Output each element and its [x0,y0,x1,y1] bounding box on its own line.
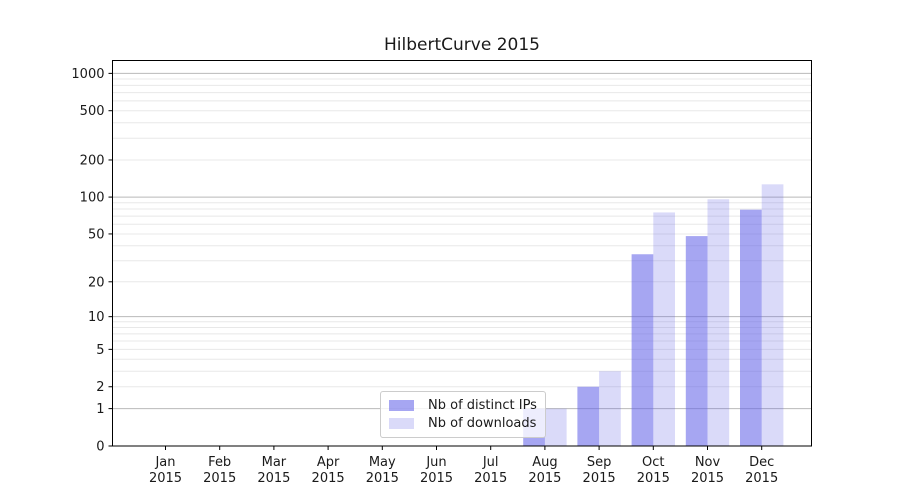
bar-oct-downloads [653,212,675,446]
legend-item-downloads: Nb of downloads [389,416,537,431]
bar-aug-downloads [544,408,567,446]
legend-swatch-downloads [389,418,414,429]
x-tick-label-month: Jan [154,455,175,470]
x-tick-label-year: 2015 [474,471,507,486]
chart-title: HilbertCurve 2015 [384,35,540,55]
x-tick-label-year: 2015 [149,471,182,486]
legend-label-downloads: Nb of downloads [428,416,537,431]
x-tick-label-year: 2015 [203,471,236,486]
bar-nov-downloads [707,199,730,446]
legend: Nb of distinct IPs Nb of downloads [380,391,546,438]
y-tick-label: 0 [96,440,104,455]
x-tick-label-year: 2015 [257,471,290,486]
x-tick-label-year: 2015 [637,471,670,486]
x-tick-label-year: 2015 [312,471,345,486]
y-tick-label: 5 [96,343,104,358]
x-axis: Jan2015Feb2015Mar2015Apr2015May2015Jun20… [149,446,778,486]
x-tick-label-month: Oct [642,455,664,470]
x-tick-label-month: Nov [695,455,721,470]
bar-oct-distinct-ips [631,254,654,446]
x-tick-label-year: 2015 [745,471,778,486]
y-tick-label: 10 [88,310,105,325]
y-tick-label: 20 [88,275,105,290]
x-tick-label-month: Jul [482,455,499,470]
gridlines-minor [112,78,812,388]
y-tick-label: 1 [96,402,104,417]
x-tick-label-year: 2015 [583,471,616,486]
bars-downloads [544,184,784,446]
x-tick-label-year: 2015 [366,471,399,486]
x-tick-label-month: Apr [317,455,340,470]
x-tick-label-month: Jun [425,455,446,470]
y-tick-label: 1000 [71,67,104,82]
y-tick-label: 50 [88,227,105,242]
y-axis: 0 1 2 5 10 20 50 100 200 500 1000 [71,67,113,455]
legend-swatch-distinct-ips [389,400,414,411]
x-tick-label-year: 2015 [420,471,453,486]
y-tick-label: 200 [80,153,105,168]
plot-border [112,60,812,447]
x-tick-label-month: Feb [208,455,231,470]
bar-dec-downloads [761,184,784,446]
x-tick-label-year: 2015 [691,471,724,486]
y-tick-label: 2 [96,380,104,395]
legend-label-distinct-ips: Nb of distinct IPs [428,398,537,413]
x-tick-label-year: 2015 [528,471,561,486]
legend-item-distinct-ips: Nb of distinct IPs [389,398,537,413]
x-tick-label-month: Dec [749,455,774,470]
bar-sep-downloads [599,371,621,446]
x-tick-label-month: Sep [587,455,612,470]
y-tick-label: 500 [80,104,105,119]
bar-sep-distinct-ips [577,386,600,446]
x-tick-label-month: May [369,455,396,470]
x-tick-label-month: Aug [532,455,557,470]
bar-nov-distinct-ips [685,236,708,446]
x-tick-label-month: Mar [262,455,287,470]
y-tick-label: 100 [80,191,105,206]
bar-dec-distinct-ips [740,209,762,446]
